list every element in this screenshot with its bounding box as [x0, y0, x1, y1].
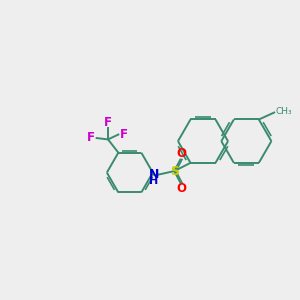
Text: O: O — [176, 182, 186, 195]
Text: O: O — [176, 147, 186, 160]
Text: H: H — [149, 176, 158, 186]
Text: CH₃: CH₃ — [276, 107, 292, 116]
Text: F: F — [120, 128, 128, 141]
Text: F: F — [87, 131, 95, 144]
Text: F: F — [104, 116, 112, 129]
Text: S: S — [170, 165, 179, 178]
Text: N: N — [148, 167, 159, 181]
